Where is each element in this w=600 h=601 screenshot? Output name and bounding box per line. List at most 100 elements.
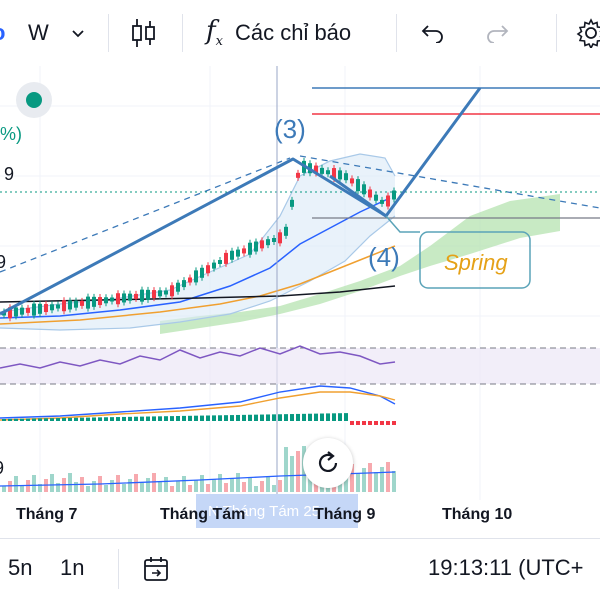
macd-histogram-bar [170, 416, 174, 421]
elliott-wave-line [0, 87, 482, 316]
volume-bar [278, 480, 282, 492]
macd-histogram-bar [128, 416, 132, 421]
macd-histogram-bar [332, 413, 336, 421]
bottom-divider [118, 549, 119, 589]
rsi-line [0, 345, 396, 369]
chart-pane[interactable]: Spring (3) (4) %) 9 9 9 [0, 66, 600, 500]
undo-icon[interactable] [420, 16, 446, 50]
range-1n-button[interactable]: 1n [60, 555, 85, 580]
candle-body [206, 265, 210, 274]
volume-bar [392, 471, 396, 492]
volume-bar [224, 483, 228, 492]
range-5n-button[interactable]: 5n [8, 555, 33, 580]
macd-histogram-bar [38, 418, 42, 421]
volume-bar [56, 483, 60, 492]
volume-bar [206, 484, 210, 492]
macd-histogram-bar [176, 416, 180, 421]
candle-body [368, 189, 372, 198]
status-indicator[interactable] [16, 82, 52, 118]
candle-body [236, 249, 240, 257]
volume-bar [230, 478, 234, 492]
macd-histogram-bar [182, 415, 186, 421]
macd-histogram-bar [74, 417, 78, 421]
volume-bar [74, 482, 78, 492]
macd-histogram-bar [218, 415, 222, 421]
volume-bar [290, 456, 294, 492]
volume-bar [296, 451, 300, 492]
macd-histogram-bar [194, 415, 198, 421]
volume-bar [8, 481, 12, 492]
macd-histogram-bar [62, 417, 66, 421]
volume-bar [14, 476, 18, 492]
volume-bar [350, 464, 354, 492]
candle-body [128, 293, 132, 301]
volume-bar [368, 463, 372, 492]
redo-icon[interactable] [484, 16, 510, 50]
volume-bar [380, 467, 384, 492]
candle-body [20, 307, 24, 315]
macd-histogram-bar [386, 421, 390, 425]
candle-body [86, 296, 90, 309]
macd-histogram-bar [26, 418, 30, 421]
macd-histogram-bar [344, 413, 348, 421]
candlestick-chart-type-icon[interactable] [130, 16, 158, 50]
candle-body [338, 170, 342, 180]
macd-histogram-bar [296, 413, 300, 421]
settings-gear-icon[interactable] [576, 16, 600, 50]
time-axis-label: Tháng Tám [160, 506, 246, 523]
candle-body [68, 300, 72, 310]
macd-histogram-bar [314, 413, 318, 421]
macd-histogram-bar [44, 418, 48, 421]
interval-button[interactable]: W [28, 16, 49, 50]
volume-bar [50, 474, 54, 492]
candle-body [98, 297, 102, 306]
chart-canvas[interactable]: Spring (3) (4) [0, 66, 600, 500]
wave-return-line [329, 174, 387, 218]
volume-bar [266, 476, 270, 492]
volume-bar [344, 469, 348, 492]
volume-bar [284, 447, 288, 492]
bollinger-band [0, 154, 395, 330]
macd-histogram-bar [272, 414, 276, 421]
macd-histogram-bar [212, 415, 216, 421]
candle-body [92, 296, 96, 307]
candle-body [14, 307, 18, 317]
candle-body [362, 184, 366, 195]
macd-histogram-bar [326, 413, 330, 421]
ma-blue-line [0, 197, 391, 319]
volume-bar [236, 473, 240, 492]
candle-body [170, 285, 174, 297]
green-dot-icon [26, 92, 42, 108]
symbol-partial-icon[interactable]: o [0, 16, 5, 50]
macd-histogram-bar [206, 415, 210, 421]
macd-histogram-bar [392, 421, 396, 425]
macd-histogram-bar [266, 414, 270, 421]
candle-body [56, 304, 60, 309]
macd-histogram-bar [140, 416, 144, 421]
toolbar-divider [108, 14, 109, 52]
volume-bar [374, 472, 378, 492]
spring-label: Spring [444, 250, 508, 275]
candle-body [356, 179, 360, 192]
volume-bar [362, 468, 366, 492]
interval-dropdown-icon[interactable] [70, 16, 86, 50]
macd-histogram-bar [188, 415, 192, 421]
macd-histogram-bar [158, 416, 162, 421]
toolbar-divider [396, 14, 397, 52]
volume-bar [128, 479, 132, 492]
volume-bar [2, 486, 6, 492]
candlestick-series [2, 157, 396, 322]
candle-body [278, 232, 282, 244]
date-range-calendar-icon[interactable] [142, 555, 170, 588]
macd-histogram-bar [374, 421, 378, 425]
volume-bar [212, 479, 216, 492]
reset-chart-button[interactable] [303, 438, 353, 488]
candle-body [296, 172, 300, 178]
indicators-button[interactable]: fx Các chỉ báo [206, 16, 351, 50]
candle-body [146, 289, 150, 300]
volume-bar [38, 484, 42, 492]
clock-timezone[interactable]: 19:13:11 (UTC+ [428, 555, 584, 580]
candle-body [314, 165, 318, 174]
candle-body [176, 282, 180, 292]
volume-bar [170, 486, 174, 492]
